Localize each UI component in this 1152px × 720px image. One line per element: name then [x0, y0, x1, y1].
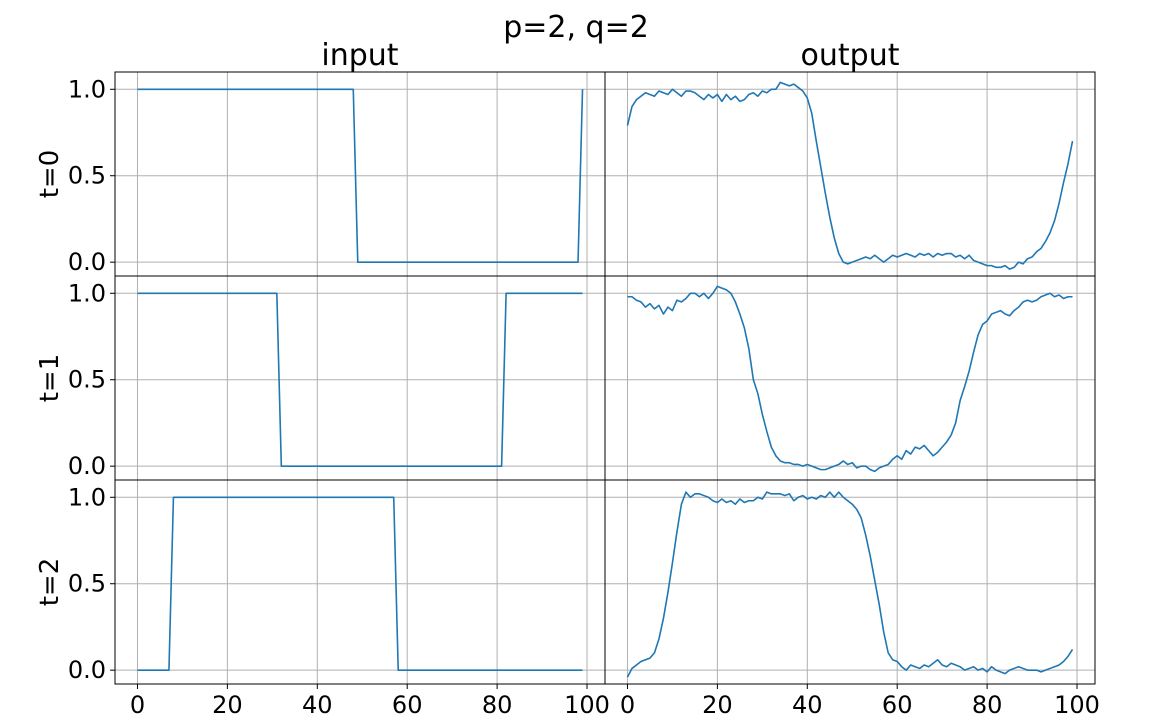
row-label-t1: t=1	[35, 354, 65, 403]
x-tick-label: 40	[792, 691, 823, 719]
x-tick-label: 20	[702, 691, 733, 719]
axes-frame	[604, 275, 1096, 481]
axes-frame	[604, 479, 1096, 685]
grid	[605, 276, 1095, 480]
grid	[115, 480, 605, 684]
y-tick-label: 0.0	[68, 452, 106, 480]
axes-frame	[114, 71, 606, 277]
series-line-input-t1	[137, 292, 583, 467]
x-tick-label: 60	[882, 691, 913, 719]
axes-frame	[604, 71, 1096, 277]
x-tick-label: 80	[482, 691, 513, 719]
y-tick-label: 1.0	[68, 279, 106, 307]
panel-grid: 0.0 0.5 1.0 t=0 0.0 0.5 1.0 t=1 0.0 0.5 1.0 t=2 0 20 4…	[35, 71, 1100, 719]
x-tick-label: 40	[302, 691, 333, 719]
axes-frame	[114, 275, 606, 481]
series-line-output-t2	[626, 491, 1074, 678]
row-label-t0: t=0	[35, 150, 65, 199]
x-tick-label: 0	[130, 691, 145, 719]
panel-r1-c1	[604, 275, 1096, 481]
y-tick-label: 0.5	[68, 570, 106, 598]
y-tick-label: 1.0	[68, 75, 106, 103]
y-tick-label: 1.0	[68, 483, 106, 511]
axes-frame	[114, 479, 606, 685]
panel-r0-c0: 0.0 0.5 1.0 t=0	[35, 71, 606, 277]
x-tick-label: 100	[1054, 691, 1100, 719]
y-tick-label: 0.0	[68, 248, 106, 276]
x-tick-label: 100	[564, 691, 610, 719]
chart-title: p=2, q=2	[503, 10, 649, 45]
panel-r1-c0: 0.0 0.5 1.0 t=1	[35, 275, 606, 481]
x-tick-label: 80	[972, 691, 1003, 719]
x-tick-label: 0	[620, 691, 635, 719]
grid	[605, 480, 1095, 684]
grid	[115, 72, 605, 276]
series-line-output-t1	[627, 285, 1073, 473]
series-line-output-t0	[626, 81, 1074, 270]
y-tick-label: 0.5	[68, 162, 106, 190]
x-tick-label: 60	[392, 691, 423, 719]
row-label-t2: t=2	[35, 558, 65, 607]
x-tick-label: 20	[212, 691, 243, 719]
series-line-input-t0	[137, 88, 584, 263]
panel-r2-c0: 0.0 0.5 1.0 t=2 0 20 40 60 80 100	[35, 479, 610, 719]
grid	[115, 276, 605, 480]
y-tick-label: 0.5	[68, 366, 106, 394]
panel-r2-c1: 0 20 40 60 80 100	[604, 479, 1100, 719]
series-line-input-t2	[137, 496, 583, 671]
y-tick-label: 0.0	[68, 656, 106, 684]
panel-r0-c1	[604, 71, 1096, 277]
column-title-output: output	[801, 38, 900, 73]
grid	[605, 72, 1095, 276]
column-title-input: input	[321, 38, 398, 73]
